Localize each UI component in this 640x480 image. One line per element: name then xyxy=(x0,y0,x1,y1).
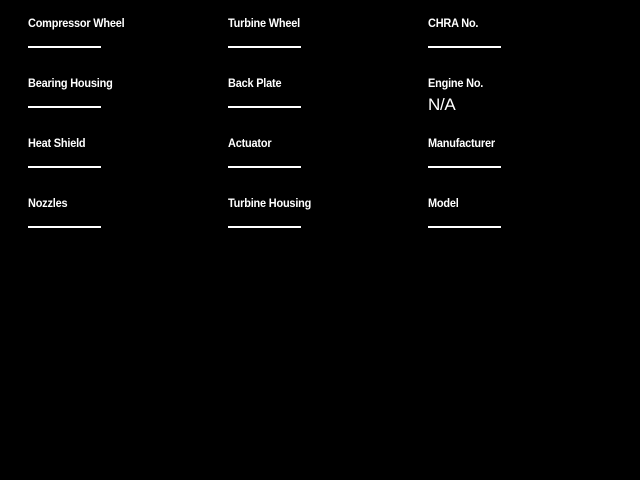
field-underline-actuator[interactable] xyxy=(228,166,301,168)
field-label-engine-no: Engine No. xyxy=(428,78,484,90)
field-label-turbine-housing: Turbine Housing xyxy=(228,198,312,210)
field-underline-bearing-housing[interactable] xyxy=(28,106,101,108)
field-manufacturer[interactable]: Manufacturer xyxy=(428,137,618,193)
field-label-model: Model xyxy=(428,198,459,210)
field-turbine-wheel[interactable]: Turbine Wheel xyxy=(228,17,418,73)
field-label-heat-shield: Heat Shield xyxy=(28,138,86,150)
field-underline-chra-no[interactable] xyxy=(428,46,501,48)
field-label-turbine-wheel: Turbine Wheel xyxy=(228,18,300,30)
field-nozzles[interactable]: Nozzles xyxy=(28,197,218,253)
field-label-bearing-housing: Bearing Housing xyxy=(28,78,113,90)
field-label-nozzles: Nozzles xyxy=(28,198,68,210)
field-underline-back-plate[interactable] xyxy=(228,106,301,108)
field-label-compressor-wheel: Compressor Wheel xyxy=(28,18,125,30)
field-label-back-plate: Back Plate xyxy=(228,78,282,90)
field-underline-compressor-wheel[interactable] xyxy=(28,46,101,48)
field-engine-no[interactable]: Engine No. N/A xyxy=(428,77,618,133)
field-value-engine-no[interactable]: N/A xyxy=(428,95,456,114)
field-underline-turbine-housing[interactable] xyxy=(228,226,301,228)
field-underline-model[interactable] xyxy=(428,226,501,228)
field-underline-turbine-wheel[interactable] xyxy=(228,46,301,48)
field-underline-manufacturer[interactable] xyxy=(428,166,501,168)
field-underline-nozzles[interactable] xyxy=(28,226,101,228)
field-back-plate[interactable]: Back Plate xyxy=(228,77,418,133)
field-underline-heat-shield[interactable] xyxy=(28,166,101,168)
field-model[interactable]: Model xyxy=(428,197,618,253)
field-label-chra-no: CHRA No. xyxy=(428,18,479,30)
field-heat-shield[interactable]: Heat Shield xyxy=(28,137,218,193)
field-label-actuator: Actuator xyxy=(228,138,272,150)
field-turbine-housing[interactable]: Turbine Housing xyxy=(228,197,418,253)
field-chra-no[interactable]: CHRA No. xyxy=(428,17,618,73)
field-compressor-wheel[interactable]: Compressor Wheel xyxy=(28,17,218,73)
field-actuator[interactable]: Actuator xyxy=(228,137,418,193)
field-label-manufacturer: Manufacturer xyxy=(428,138,495,150)
field-bearing-housing[interactable]: Bearing Housing xyxy=(28,77,218,133)
